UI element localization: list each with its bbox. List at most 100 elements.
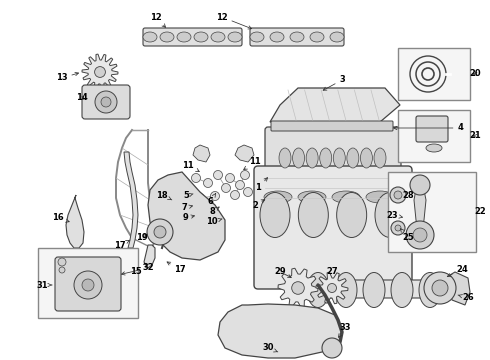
- Ellipse shape: [279, 148, 291, 168]
- Circle shape: [394, 191, 402, 199]
- Ellipse shape: [177, 32, 191, 42]
- Text: 2: 2: [252, 200, 265, 210]
- Circle shape: [406, 221, 434, 249]
- Polygon shape: [124, 152, 138, 248]
- Circle shape: [391, 221, 405, 235]
- Text: 30: 30: [262, 343, 278, 352]
- Polygon shape: [193, 145, 210, 162]
- FancyBboxPatch shape: [265, 127, 401, 188]
- Bar: [388, 172, 476, 252]
- Ellipse shape: [307, 273, 329, 307]
- Text: 33: 33: [339, 324, 351, 337]
- Text: 20: 20: [469, 69, 481, 78]
- Polygon shape: [144, 245, 155, 268]
- Ellipse shape: [298, 191, 326, 203]
- Polygon shape: [270, 88, 400, 122]
- Text: 31: 31: [36, 280, 52, 289]
- FancyBboxPatch shape: [82, 85, 130, 119]
- Circle shape: [410, 175, 430, 195]
- Circle shape: [241, 171, 249, 180]
- Ellipse shape: [363, 273, 385, 307]
- Circle shape: [322, 338, 342, 358]
- Ellipse shape: [335, 273, 357, 307]
- Text: 5: 5: [183, 192, 193, 201]
- Text: 10: 10: [206, 217, 222, 226]
- Text: 4: 4: [393, 123, 463, 132]
- Polygon shape: [316, 272, 348, 304]
- Ellipse shape: [298, 193, 328, 238]
- Text: 23: 23: [386, 211, 402, 220]
- Text: 11: 11: [244, 158, 261, 170]
- Polygon shape: [66, 195, 84, 248]
- Bar: [38, 248, 138, 318]
- Polygon shape: [235, 145, 254, 162]
- Text: 18: 18: [156, 190, 172, 200]
- Text: 17: 17: [114, 240, 130, 249]
- Text: 14: 14: [76, 94, 88, 103]
- Circle shape: [59, 267, 65, 273]
- Polygon shape: [278, 268, 318, 308]
- Ellipse shape: [194, 32, 208, 42]
- Text: 11: 11: [182, 161, 199, 172]
- Text: 29: 29: [274, 267, 291, 278]
- Ellipse shape: [228, 32, 242, 42]
- Circle shape: [58, 258, 66, 266]
- Text: 25: 25: [400, 229, 414, 243]
- Ellipse shape: [293, 148, 305, 168]
- Circle shape: [327, 284, 337, 292]
- Text: 28: 28: [402, 190, 414, 199]
- Circle shape: [244, 188, 252, 197]
- Circle shape: [82, 279, 94, 291]
- Circle shape: [221, 184, 230, 193]
- Ellipse shape: [260, 193, 290, 238]
- Bar: [398, 48, 470, 100]
- Ellipse shape: [211, 32, 225, 42]
- FancyBboxPatch shape: [260, 186, 399, 208]
- Ellipse shape: [337, 193, 367, 238]
- Ellipse shape: [375, 193, 405, 238]
- Circle shape: [230, 190, 240, 199]
- Circle shape: [95, 91, 117, 113]
- Ellipse shape: [270, 32, 284, 42]
- Ellipse shape: [306, 148, 318, 168]
- Text: 15: 15: [130, 264, 147, 276]
- Circle shape: [432, 280, 448, 296]
- Circle shape: [236, 180, 245, 189]
- FancyBboxPatch shape: [55, 257, 121, 311]
- Ellipse shape: [250, 32, 264, 42]
- Text: 26: 26: [458, 293, 474, 302]
- Ellipse shape: [426, 144, 442, 152]
- Ellipse shape: [347, 148, 359, 168]
- FancyBboxPatch shape: [310, 280, 439, 298]
- Ellipse shape: [332, 191, 360, 203]
- Circle shape: [395, 225, 401, 231]
- Ellipse shape: [330, 32, 344, 42]
- Circle shape: [292, 282, 304, 294]
- Circle shape: [413, 228, 427, 242]
- Polygon shape: [82, 54, 118, 90]
- Ellipse shape: [310, 32, 324, 42]
- Ellipse shape: [160, 32, 174, 42]
- Ellipse shape: [391, 273, 413, 307]
- Text: 19: 19: [136, 234, 148, 243]
- Text: 9: 9: [182, 213, 195, 222]
- FancyBboxPatch shape: [271, 121, 393, 131]
- Ellipse shape: [143, 32, 157, 42]
- Circle shape: [390, 187, 406, 203]
- Circle shape: [196, 194, 204, 202]
- Text: 24: 24: [447, 266, 468, 277]
- Bar: [398, 110, 470, 162]
- Text: 32: 32: [122, 264, 154, 275]
- Ellipse shape: [419, 273, 441, 307]
- Text: 13: 13: [56, 72, 78, 82]
- Circle shape: [147, 219, 173, 245]
- Circle shape: [424, 272, 456, 304]
- Text: 7: 7: [181, 203, 193, 212]
- Polygon shape: [148, 172, 225, 260]
- Ellipse shape: [290, 32, 304, 42]
- Circle shape: [203, 179, 213, 188]
- Circle shape: [95, 67, 105, 77]
- Ellipse shape: [264, 191, 292, 203]
- Text: 16: 16: [52, 213, 69, 222]
- Ellipse shape: [374, 148, 386, 168]
